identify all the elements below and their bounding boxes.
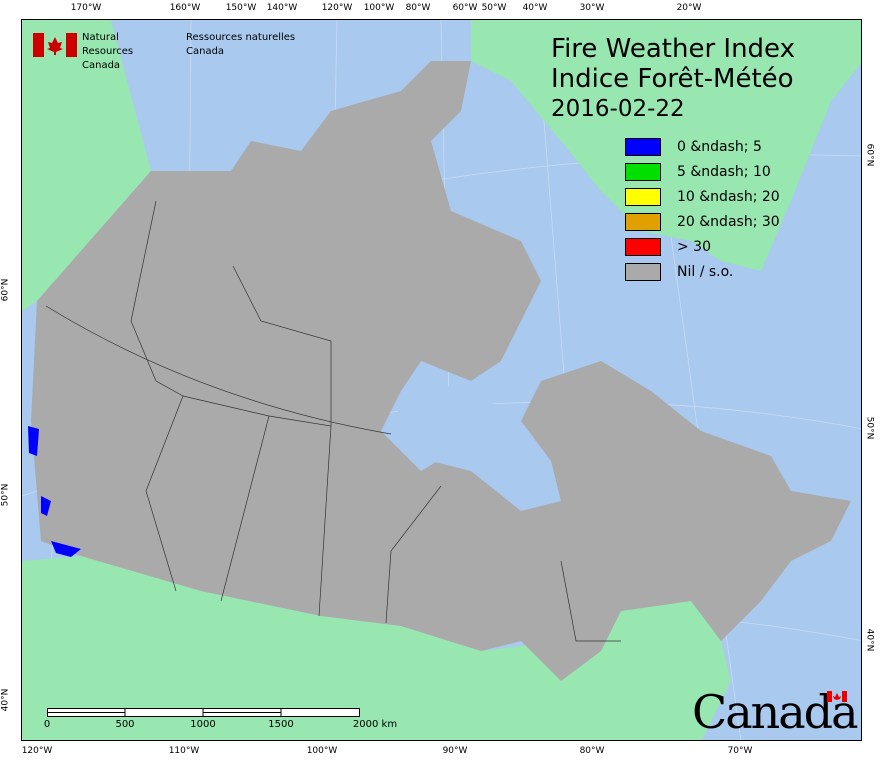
tick-label: 70°W — [727, 746, 753, 756]
canada-flag-icon — [33, 33, 77, 57]
tick-label: 20°W — [676, 3, 702, 13]
scale-label: 500 — [115, 719, 135, 730]
tick-label: 160°W — [169, 3, 201, 13]
tick-label: 60°N — [0, 278, 11, 302]
scale-label: 1000 — [190, 719, 216, 730]
tick-label: 30°W — [579, 3, 605, 13]
legend-label: 20 &ndash; 30 — [677, 213, 780, 230]
tick-label: 50°N — [0, 483, 11, 507]
legend-label: 5 &ndash; 10 — [677, 163, 771, 180]
legend-label: 10 &ndash; 20 — [677, 188, 780, 205]
legend-label: > 30 — [677, 238, 711, 255]
legend-swatch — [625, 137, 661, 156]
legend-item: 0 &ndash; 5 — [625, 134, 780, 159]
canada-land — [31, 61, 851, 681]
tick-label: 40°N — [864, 628, 875, 652]
province-borders — [45, 200, 621, 642]
tick-label: 60°N — [864, 143, 875, 167]
legend-swatch — [625, 262, 661, 281]
tick-label: 100°W — [363, 3, 395, 13]
tick-label: 40°N — [0, 688, 11, 712]
legend-item: Nil / s.o. — [625, 259, 780, 284]
tick-label: 170°W — [70, 3, 102, 13]
tick-label: 60°W — [452, 3, 478, 13]
scale-bar-graphic — [47, 708, 360, 717]
agency-en-line1: Natural Resources — [82, 32, 134, 57]
tick-label: 140°W — [266, 3, 298, 13]
tick-label: 150°W — [225, 3, 257, 13]
legend-label: Nil / s.o. — [677, 263, 734, 280]
tick-label: 110°W — [168, 746, 200, 756]
title-en: Fire Weather Index — [551, 34, 795, 64]
title-fr: Indice Forêt-Météo — [551, 64, 794, 94]
legend: 0 &ndash; 5 5 &ndash; 10 10 &ndash; 20 2… — [625, 134, 780, 284]
map-title: Fire Weather Index Indice Forêt-Météo — [551, 34, 795, 94]
agency-fr-line1: Ressources naturelles — [186, 32, 296, 43]
legend-swatch — [625, 162, 661, 181]
tick-label: 120°W — [321, 3, 353, 13]
agency-en: Natural Resources Canada — [82, 31, 172, 73]
tick-label: 100°W — [306, 746, 338, 756]
map-canvas — [22, 20, 861, 740]
scale-bar: 0 500 1000 1500 2000 km — [44, 705, 397, 730]
legend-swatch — [625, 237, 661, 256]
tick-label: 50°N — [864, 416, 875, 440]
map-frame — [21, 19, 862, 741]
map-date: 2016-02-22 — [551, 96, 685, 122]
tick-label: 90°W — [442, 746, 468, 756]
legend-item: > 30 — [625, 234, 780, 259]
fwi-low-cells — [28, 426, 81, 557]
tick-label: 50°W — [481, 3, 507, 13]
usa-land — [22, 556, 731, 740]
scale-label: 1500 — [268, 719, 294, 730]
tick-label: 80°W — [579, 746, 605, 756]
legend-item: 10 &ndash; 20 — [625, 184, 780, 209]
legend-item: 5 &ndash; 10 — [625, 159, 780, 184]
hudson-bay — [391, 381, 561, 511]
agency-fr-line2: Canada — [186, 46, 225, 57]
legend-swatch — [625, 212, 661, 231]
scale-label: 0 — [43, 719, 51, 730]
tick-label: 120°W — [21, 746, 53, 756]
legend-swatch — [625, 187, 661, 206]
tick-label: 40°W — [522, 3, 548, 13]
alaska-land — [22, 20, 151, 311]
legend-item: 20 &ndash; 30 — [625, 209, 780, 234]
wordmark-flag-icon — [827, 691, 847, 702]
agency-fr: Ressources naturelles Canada — [186, 31, 316, 59]
agency-en-line2: Canada — [82, 60, 121, 71]
scale-label: 2000 km — [352, 719, 398, 730]
greenland-land — [471, 20, 861, 271]
tick-label: 80°W — [405, 3, 431, 13]
legend-label: 0 &ndash; 5 — [677, 138, 762, 155]
